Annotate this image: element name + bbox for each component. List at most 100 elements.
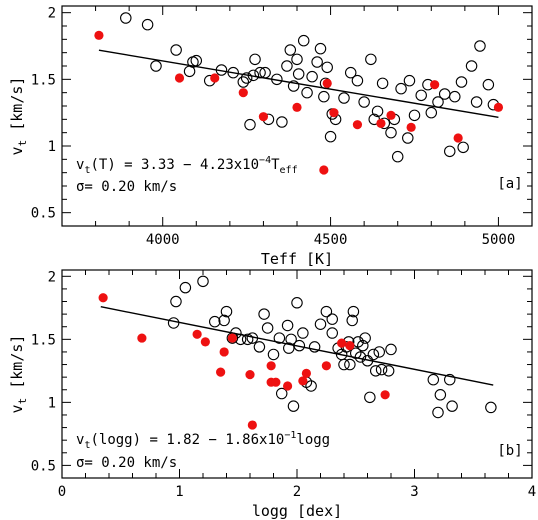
- data-point-open: [246, 332, 259, 344]
- data-point-filled: [352, 120, 363, 130]
- data-point-open: [287, 400, 300, 412]
- fit-equation: vt(logg) = 1.82 − 1.86x10−1logg: [76, 430, 330, 451]
- panel-a: 4000 4500 5000 0.5 1 1.5 2 Teff [K] vt [km/s] vt(…: [8, 5, 533, 268]
- data-point-open: [365, 53, 377, 66]
- series-open: [120, 12, 500, 163]
- data-point-open: [367, 348, 380, 361]
- y-tick-label: 0.5: [31, 458, 56, 474]
- data-point-open: [227, 66, 239, 79]
- data-point-open: [324, 130, 337, 143]
- data-point-open: [427, 373, 440, 386]
- data-point-filled: [337, 338, 347, 348]
- data-point-open: [287, 80, 300, 92]
- data-point-open: [369, 365, 382, 377]
- y-tick-label: 1.5: [31, 72, 56, 88]
- data-point-filled: [200, 337, 210, 347]
- x-tick-label: 2: [293, 484, 301, 500]
- data-point-filled: [137, 333, 147, 343]
- data-point-open: [425, 106, 438, 119]
- data-point-open: [318, 90, 330, 103]
- data-point-open: [241, 333, 254, 346]
- data-point-open: [371, 105, 384, 118]
- data-point-open: [283, 342, 295, 354]
- x-tick-label: 0: [58, 484, 66, 500]
- data-point-open: [375, 363, 388, 376]
- x-axis-title: logg [dex]: [252, 502, 342, 520]
- data-point-filled: [247, 420, 257, 430]
- data-point-open: [385, 343, 397, 356]
- data-point-filled: [329, 108, 339, 118]
- data-point-open: [364, 391, 376, 404]
- data-point-open: [297, 34, 310, 47]
- data-point-filled: [94, 30, 104, 40]
- data-point-open: [376, 77, 389, 90]
- x-tick-label: 3: [410, 484, 418, 500]
- data-point-open: [292, 68, 305, 80]
- data-point-filled: [376, 118, 386, 128]
- panel-b: 0 1 2 3 4 0.5 1 1.5 2 logg [dex] vt [km/s] vt(logg)…: [8, 269, 536, 520]
- data-point-open: [351, 74, 364, 87]
- data-point-filled: [380, 390, 390, 400]
- data-point-open: [359, 332, 371, 344]
- data-point-open: [357, 339, 369, 352]
- data-point-filled: [245, 370, 255, 380]
- data-point-open: [170, 295, 182, 308]
- data-point-open: [354, 351, 367, 363]
- data-point-open: [273, 332, 286, 344]
- panel-tag: [b]: [497, 443, 522, 459]
- y-tick-label: 0.5: [31, 206, 56, 222]
- data-point-open: [301, 86, 313, 99]
- data-point-open: [485, 401, 497, 414]
- data-point-open: [215, 64, 228, 76]
- data-point-open: [150, 60, 162, 72]
- data-point-open: [449, 90, 461, 103]
- data-point-filled: [298, 376, 308, 386]
- data-point-open: [218, 314, 230, 327]
- y-tick-label: 1: [48, 395, 56, 411]
- data-point-open: [415, 89, 427, 102]
- data-point-filled: [258, 112, 269, 122]
- data-point-open: [275, 387, 288, 400]
- x-axis-title: Teff [K]: [261, 250, 333, 268]
- data-point-open: [291, 297, 303, 309]
- data-point-open: [253, 341, 266, 353]
- data-point-open: [247, 69, 260, 82]
- data-point-filled: [345, 341, 355, 351]
- data-point-open: [291, 53, 303, 66]
- data-point-open: [373, 346, 385, 358]
- data-point-open: [432, 406, 444, 419]
- data-point-open: [258, 308, 270, 320]
- series-open: [167, 275, 497, 419]
- data-point-open: [254, 66, 266, 79]
- series-filled: [98, 293, 390, 430]
- data-point-filled: [301, 368, 311, 378]
- data-point-open: [347, 305, 360, 318]
- data-point-open: [285, 333, 297, 346]
- data-point-filled: [98, 293, 108, 303]
- y-tick-label: 1: [48, 139, 56, 155]
- data-point-open: [358, 96, 370, 108]
- data-point-filled: [292, 102, 302, 112]
- data-point-open: [120, 12, 132, 24]
- data-point-filled: [406, 122, 416, 132]
- data-point-open: [314, 42, 327, 55]
- data-point-open: [446, 400, 458, 412]
- data-point-open: [320, 305, 333, 318]
- x-tick-label: 4000: [146, 232, 180, 248]
- fit-equation: vt(T) = 3.33 − 4.23x10−4Teff: [76, 155, 298, 176]
- fit-line: [100, 306, 494, 386]
- data-point-open: [179, 281, 192, 294]
- data-point-open: [259, 66, 271, 79]
- data-point-open: [209, 315, 221, 328]
- data-point-open: [443, 373, 456, 386]
- data-point-filled: [319, 165, 329, 175]
- data-point-filled: [283, 381, 293, 391]
- data-point-open: [141, 18, 154, 31]
- data-point-filled: [210, 73, 220, 83]
- data-point-open: [281, 319, 294, 332]
- y-axis-title: vt [km/s]: [8, 77, 29, 156]
- x-tick-label: 5000: [482, 232, 516, 248]
- data-point-open: [170, 44, 182, 56]
- data-point-open: [293, 339, 306, 352]
